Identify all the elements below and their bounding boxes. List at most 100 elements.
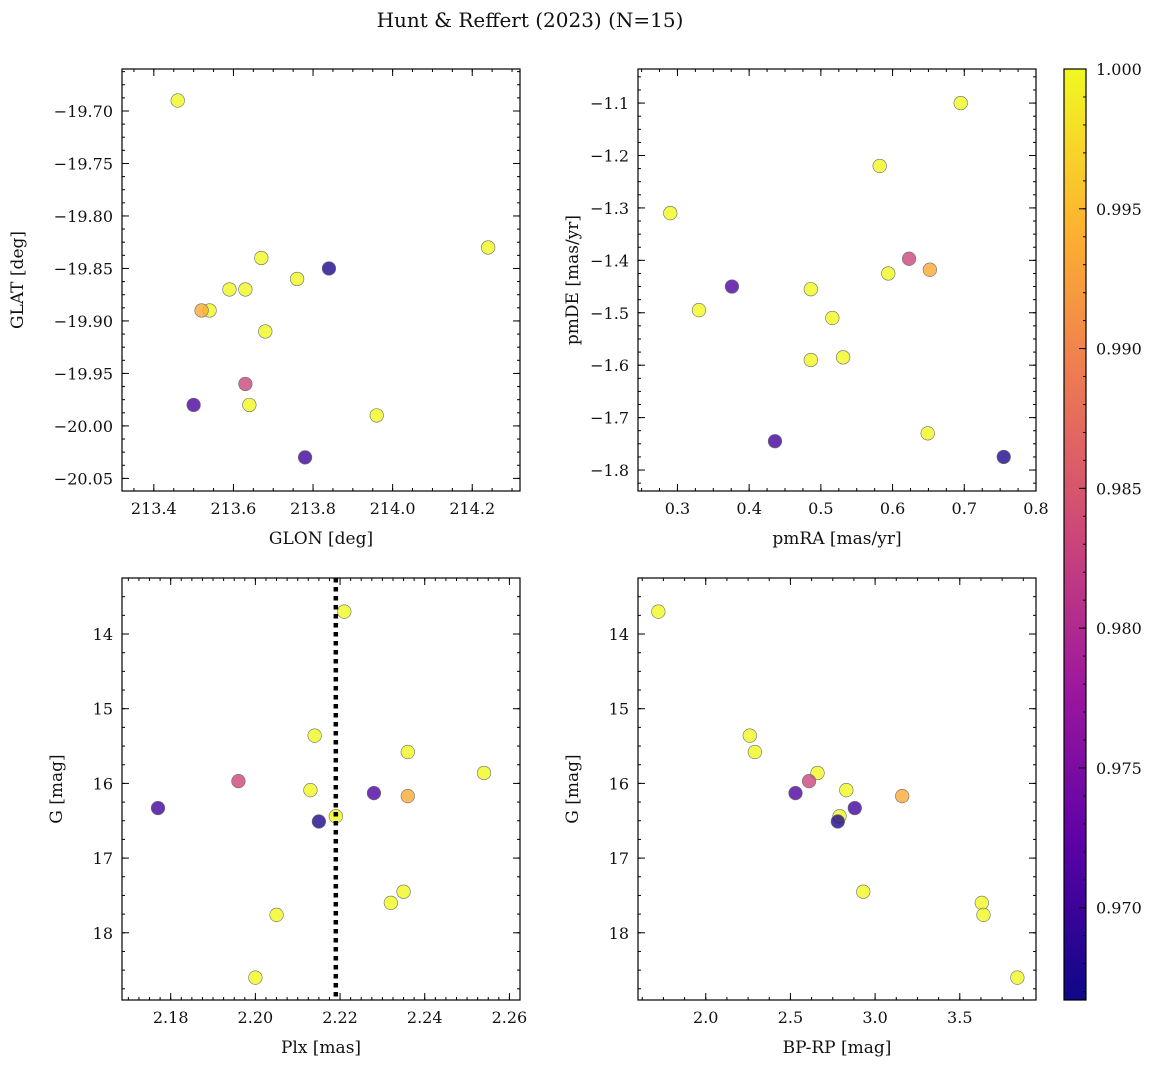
scatter-point [258,324,273,339]
y-tick-label: −1.1 [590,94,629,113]
scatter-point [269,907,284,922]
x-axis-label: BP-RP [mag] [783,1038,892,1058]
y-tick-label: 16 [609,774,629,793]
x-tick-label: 2.24 [407,1008,443,1027]
colorbar-tick-label: 1.000 [1096,60,1142,79]
colorbar-frame [1063,68,1087,1001]
scatter-point [742,728,757,743]
scatter-point [231,774,246,789]
x-axis-label: pmRA [mas/yr] [772,529,901,549]
x-tick-label: 213.4 [131,499,177,518]
y-axis-label: G [mag] [47,754,67,823]
panel-plx-g: 2.18 2.20 2.22 2.24 2.26 14 15 16 17 18 Plx [mas] G… [47,577,528,1058]
scatter-point [1010,970,1025,985]
y-tick-label: −19.90 [54,312,113,331]
scatter-point [238,282,253,297]
colorbar-tick-label: 0.970 [1096,899,1142,918]
y-tick-label: −19.80 [54,207,113,226]
scatter-point [321,261,337,276]
scatter-point [976,907,991,922]
y-tick-label: −19.85 [54,259,113,278]
scatter-point [895,788,910,804]
y-axis-label: pmDE [mas/yr] [563,215,583,345]
x-tick-label: 2.20 [238,1008,274,1027]
y-tick-label: −1.6 [590,356,629,375]
colorbar: 0.970 0.975 0.980 0.985 0.990 0.995 1.000 [1063,60,1142,1001]
scatter-point [170,93,185,108]
x-tick-label: 214.2 [449,499,495,518]
axes-frame [121,577,521,1001]
y-tick-label: −1.7 [590,409,629,428]
scatter-point [996,449,1011,465]
x-tick-label: 3.5 [947,1008,972,1027]
scatter-point [856,884,871,899]
scatter-point [481,240,496,255]
scatter-point [400,744,415,760]
y-axis-label: G [mag] [563,754,583,823]
y-tick-label: −20.00 [54,417,113,436]
scatter-point [238,376,253,392]
scatter-point [194,303,209,318]
scatter-point [242,397,257,413]
scatter-point [803,352,818,368]
x-tick-label: 0.8 [1023,499,1048,518]
x-tick-label: 3.0 [862,1008,887,1027]
scatter-point [663,206,678,221]
x-tick-label: 214.0 [370,499,416,518]
y-tick-label: 14 [609,625,629,644]
y-tick-label: −1.5 [590,304,629,323]
y-tick-label: 17 [609,849,629,868]
scatter-point [383,895,398,911]
colorbar-fill [1064,69,1086,1000]
scatter-point [920,426,935,441]
scatter-point [311,814,326,829]
x-tick-label: 0.3 [665,499,690,518]
colorbar-tick-label: 0.985 [1096,479,1142,498]
scatter-point [396,884,411,899]
x-tick-label: 2.26 [492,1008,528,1027]
x-tick-label: 0.4 [736,499,761,518]
scatter-point [691,303,707,318]
scatter-point [150,800,166,816]
panel-pmra-pmde: 0.3 0.4 0.5 0.6 0.7 0.8 −1.1 −1.2 −1.3 −1.4 −1.5 −1… [563,68,1049,549]
figure-title: Hunt & Reffert (2023) (N=15) [377,8,684,32]
scatter-point [953,95,968,111]
scatter-point [872,158,887,174]
colorbar-tick-label: 0.980 [1096,619,1142,638]
axes-frame [637,577,1037,1001]
scatter-point [369,408,384,423]
x-tick-label: 213.8 [290,499,336,518]
x-tick-label: 2.22 [322,1008,358,1027]
scatter-point [788,786,803,801]
scatter-point [724,279,740,294]
x-axis-label: GLON [deg] [269,529,373,549]
colorbar-tick-label: 0.975 [1096,759,1142,778]
scatter-point [767,434,783,449]
scatter-point [303,783,318,798]
scatter-point [254,250,269,266]
y-tick-label: −1.2 [590,146,629,165]
x-tick-label: 0.5 [808,499,833,518]
y-tick-label: −19.95 [54,364,113,383]
y-tick-label: −20.05 [54,469,113,488]
axes-frame [121,68,521,492]
x-tick-label: 0.7 [952,499,977,518]
scatter-point [839,783,854,798]
y-tick-label: −1.4 [590,251,629,270]
scatter-point [476,765,492,781]
scatter-point [651,604,666,619]
y-tick-label: 18 [609,924,629,943]
scatter-point [297,450,313,465]
x-tick-label: 0.6 [880,499,905,518]
y-tick-label: −1.8 [590,461,629,480]
scatter-point [290,271,305,287]
y-tick-label: 16 [93,774,113,793]
y-tick-label: 18 [93,924,113,943]
scatter-point [901,251,917,266]
x-tick-label: 2.5 [778,1008,803,1027]
y-tick-label: 15 [609,700,629,719]
scatter-point [400,788,415,804]
colorbar-tick-label: 0.990 [1096,340,1142,359]
scatter-point [747,744,762,760]
